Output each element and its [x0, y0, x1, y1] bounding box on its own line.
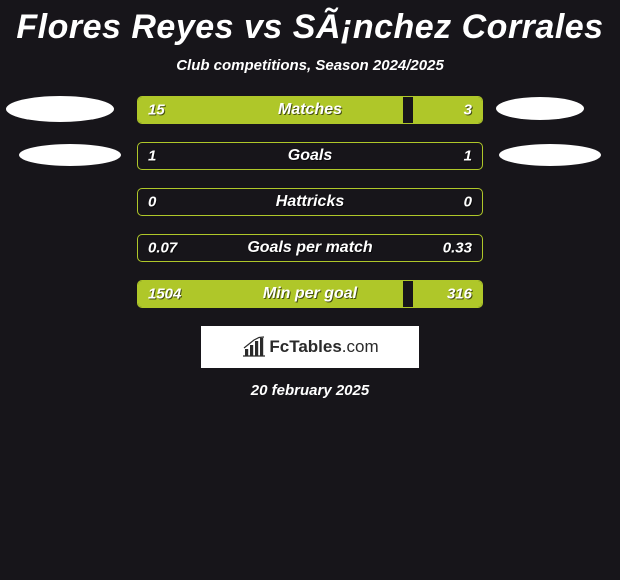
stat-bar: 0 0 Hattricks — [137, 188, 483, 216]
stats-area: 15 3 Matches 1 1 Goals 0 0 Hattricks 0.07 0.33 Goal… — [0, 96, 620, 308]
stat-value-left: 15 — [148, 102, 165, 119]
stat-bar: 0.07 0.33 Goals per match — [137, 234, 483, 262]
brand-badge: FcTables.com — [201, 326, 419, 368]
stat-value-right: 3 — [464, 102, 472, 119]
stat-label: Goals per match — [247, 239, 372, 257]
player-pellet — [6, 96, 114, 122]
stat-value-right: 1 — [464, 148, 472, 165]
player-pellet — [499, 144, 601, 166]
footer-date: 20 february 2025 — [0, 382, 620, 399]
stat-value-left: 0.07 — [148, 240, 177, 257]
stat-value-left: 0 — [148, 194, 156, 211]
brand-domain: .com — [342, 337, 379, 356]
stat-bar: 1 1 Goals — [137, 142, 483, 170]
player-pellet — [496, 97, 584, 120]
bar-fill-left — [138, 97, 403, 123]
stat-value-right: 0.33 — [443, 240, 472, 257]
stat-bar: 1504 316 Min per goal — [137, 280, 483, 308]
stat-bar: 15 3 Matches — [137, 96, 483, 124]
brand-name: FcTables — [269, 337, 341, 356]
stat-value-left: 1 — [148, 148, 156, 165]
bar-chart-icon — [241, 336, 267, 358]
page-title: Flores Reyes vs SÃ¡nchez Corrales — [0, 0, 620, 47]
brand-text: FcTables.com — [269, 337, 378, 357]
player-pellet — [19, 144, 121, 166]
stat-row: 1504 316 Min per goal — [0, 280, 620, 308]
stat-value-right: 316 — [447, 286, 472, 303]
stat-row: 0 0 Hattricks — [0, 188, 620, 216]
stat-label: Goals — [288, 147, 332, 165]
stat-value-left: 1504 — [148, 286, 181, 303]
subtitle: Club competitions, Season 2024/2025 — [0, 57, 620, 74]
stat-row: 0.07 0.33 Goals per match — [0, 234, 620, 262]
stat-value-right: 0 — [464, 194, 472, 211]
stat-label: Min per goal — [263, 285, 357, 303]
stat-label: Matches — [278, 101, 342, 119]
stat-label: Hattricks — [276, 193, 344, 211]
